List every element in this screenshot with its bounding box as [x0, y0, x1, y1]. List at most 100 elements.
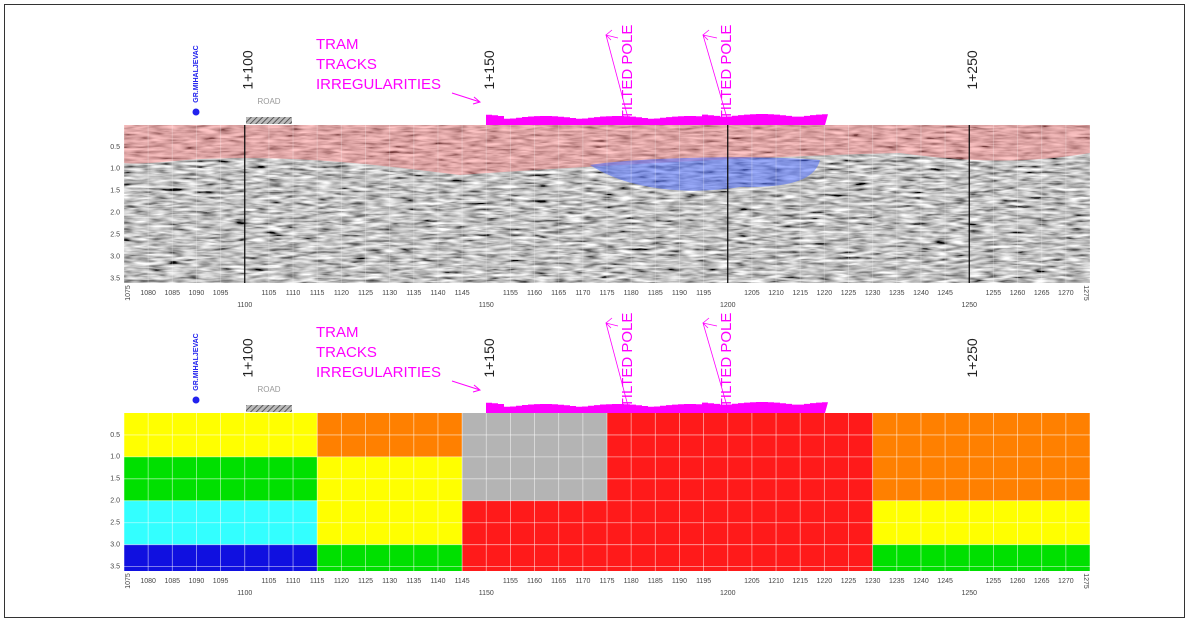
x-tick-label: 1275	[1082, 285, 1089, 301]
road	[246, 405, 292, 412]
depth-label: 0.5	[110, 144, 120, 151]
x-tick-label: 1160	[527, 290, 542, 297]
x-tick-label: 1085	[165, 290, 181, 297]
x-tick-label: 1150	[479, 302, 494, 309]
x-tick-label: 1245	[937, 578, 953, 585]
x-tick-label: 1175	[599, 290, 614, 297]
depth-label: 2.0	[110, 498, 120, 505]
track-irregularity-profile	[486, 402, 828, 413]
x-tick-label: 1170	[575, 290, 590, 297]
tram-label: IRREGULARITIES	[316, 76, 441, 93]
x-tick-label: 1135	[406, 578, 421, 585]
station-label: 1+150	[481, 50, 497, 90]
figure: 0.51.01.52.02.53.03.51075108010851090109…	[0, 0, 1189, 622]
x-tick-label: 1145	[455, 290, 470, 297]
x-tick-label: 1225	[841, 290, 857, 297]
depth-label: 2.5	[110, 232, 120, 239]
x-tick-label: 1180	[624, 578, 639, 585]
x-tick-label: 1105	[261, 578, 276, 585]
x-tick-label: 1165	[551, 290, 566, 297]
x-tick-label: 1100	[237, 590, 252, 597]
tram-label: TRAM	[316, 36, 359, 53]
x-tick-label: 1200	[720, 590, 736, 597]
x-tick-label: 1250	[961, 302, 977, 309]
station-label: 1+250	[964, 338, 980, 378]
x-tick-label: 1075	[125, 285, 132, 301]
tram-label: IRREGULARITIES	[316, 364, 441, 381]
x-tick-label: 1230	[865, 578, 881, 585]
x-tick-label: 1220	[817, 290, 833, 297]
x-tick-label: 1210	[768, 578, 784, 585]
x-tick-label: 1240	[913, 290, 929, 297]
x-tick-label: 1235	[889, 290, 905, 297]
x-tick-label: 1260	[1010, 578, 1026, 585]
x-tick-label: 1155	[503, 290, 518, 297]
tram-arrow	[452, 381, 480, 392]
x-tick-label: 1240	[913, 578, 929, 585]
station-label: 1+150	[481, 338, 497, 378]
depth-label: 1.5	[110, 476, 120, 483]
x-tick-label: 1110	[286, 578, 301, 585]
road-label: ROAD	[257, 385, 280, 394]
x-tick-label: 1075	[125, 573, 132, 589]
x-tick-label: 1140	[430, 290, 445, 297]
x-tick-label: 1160	[527, 578, 542, 585]
x-tick-label: 1140	[430, 578, 445, 585]
depth-label: 1.5	[110, 188, 120, 195]
x-tick-label: 1090	[189, 290, 205, 297]
x-tick-label: 1195	[696, 290, 711, 297]
well-label: GR.MIHALJEVAC	[193, 333, 200, 390]
depth-label: 3.5	[110, 275, 120, 282]
radargram-panel: 0.51.01.52.02.53.03.51075108010851090109…	[110, 25, 1090, 309]
pole-label: TILTED POLE	[718, 25, 735, 120]
road	[246, 117, 292, 124]
x-tick-label: 1245	[937, 290, 953, 297]
x-tick-label: 1190	[672, 290, 687, 297]
x-tick-label: 1115	[310, 578, 325, 585]
pole-label: TILTED POLE	[718, 313, 735, 408]
x-tick-label: 1095	[213, 578, 229, 585]
tram-label: TRACKS	[316, 56, 377, 73]
x-tick-label: 1255	[986, 578, 1002, 585]
tram-arrow	[452, 93, 480, 104]
soil-zone	[607, 413, 873, 571]
x-tick-label: 1250	[961, 590, 977, 597]
x-tick-label: 1175	[599, 578, 614, 585]
page: { "axis": { "xlim": [1075, 1275], "xtick…	[0, 0, 1189, 622]
x-tick-label: 1200	[720, 302, 736, 309]
depth-label: 3.0	[110, 542, 120, 549]
x-tick-label: 1095	[213, 290, 229, 297]
pole-label: TILTED POLE	[619, 313, 636, 408]
x-tick-label: 1205	[744, 290, 760, 297]
x-tick-label: 1080	[140, 290, 156, 297]
pole-label: TILTED POLE	[619, 25, 636, 120]
road-label: ROAD	[257, 97, 280, 106]
depth-label: 2.5	[110, 520, 120, 527]
x-tick-label: 1130	[382, 290, 397, 297]
x-tick-label: 1235	[889, 578, 905, 585]
depth-label: 3.5	[110, 563, 120, 570]
well-marker	[193, 397, 200, 404]
station-label: 1+250	[964, 50, 980, 90]
track-irregularity-profile	[486, 114, 828, 125]
x-tick-label: 1185	[648, 290, 663, 297]
x-tick-label: 1185	[648, 578, 663, 585]
x-tick-label: 1225	[841, 578, 857, 585]
x-tick-label: 1260	[1010, 290, 1026, 297]
well-marker	[193, 109, 200, 116]
x-tick-label: 1115	[310, 290, 325, 297]
tram-label: TRACKS	[316, 344, 377, 361]
x-tick-label: 1125	[358, 578, 373, 585]
x-tick-label: 1120	[334, 578, 349, 585]
x-tick-label: 1080	[140, 578, 156, 585]
x-tick-label: 1145	[455, 578, 470, 585]
depth-label: 0.5	[110, 432, 120, 439]
x-tick-label: 1120	[334, 290, 349, 297]
x-tick-label: 1110	[286, 290, 301, 297]
tram-label: TRAM	[316, 324, 359, 341]
station-label: 1+100	[239, 338, 255, 378]
x-tick-label: 1275	[1082, 573, 1089, 589]
x-tick-label: 1130	[382, 578, 397, 585]
x-tick-label: 1090	[189, 578, 205, 585]
x-tick-label: 1135	[406, 290, 421, 297]
